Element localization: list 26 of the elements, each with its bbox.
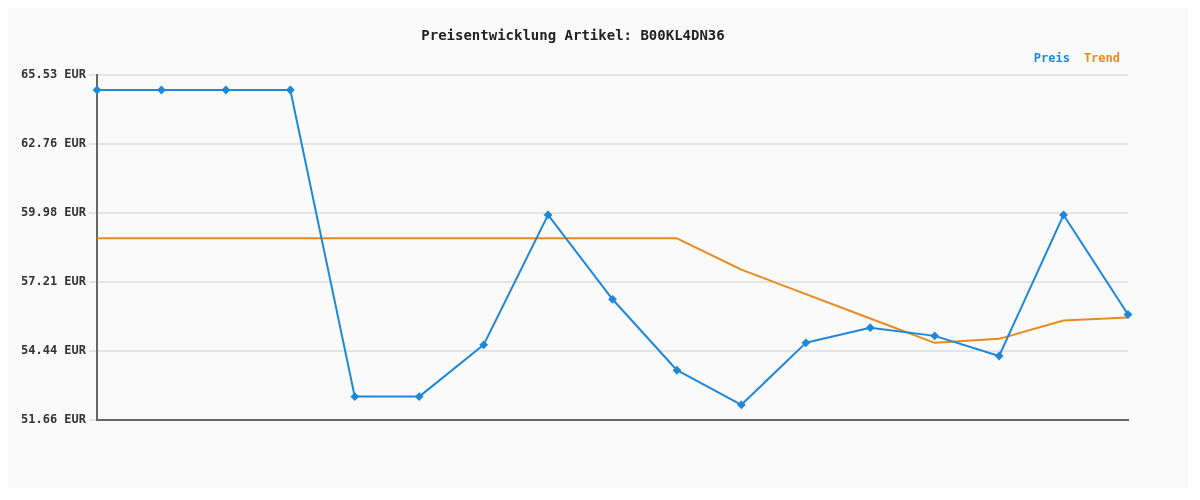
point: [157, 85, 166, 94]
point: [801, 338, 810, 347]
y-tick-label: 62.76 EUR: [20, 135, 87, 150]
point: [93, 85, 102, 94]
point: [995, 352, 1004, 361]
point: [672, 366, 681, 375]
y-tick-label: 65.53 EUR: [20, 66, 87, 81]
text: Preis: [1033, 50, 1070, 65]
text: Trend: [1083, 50, 1120, 65]
point: [608, 295, 617, 304]
point: [1124, 310, 1132, 319]
y-tick-label: 51.66 EUR: [20, 412, 87, 427]
point: [221, 85, 230, 94]
point: [930, 331, 939, 340]
y-tick-label: 54.44 EUR: [20, 342, 87, 357]
point: [286, 85, 295, 94]
chart-title: Preisentwicklung Artikel: B00KL4DN36: [421, 27, 725, 44]
point: [350, 392, 359, 401]
y-tick-label: 59.98 EUR: [20, 205, 87, 220]
point: [479, 340, 488, 349]
point: [1059, 210, 1068, 219]
point: [544, 210, 553, 219]
y-tick-label: 57.21 EUR: [20, 274, 87, 288]
point: [415, 392, 424, 401]
point: [866, 323, 875, 332]
point: [737, 400, 746, 409]
